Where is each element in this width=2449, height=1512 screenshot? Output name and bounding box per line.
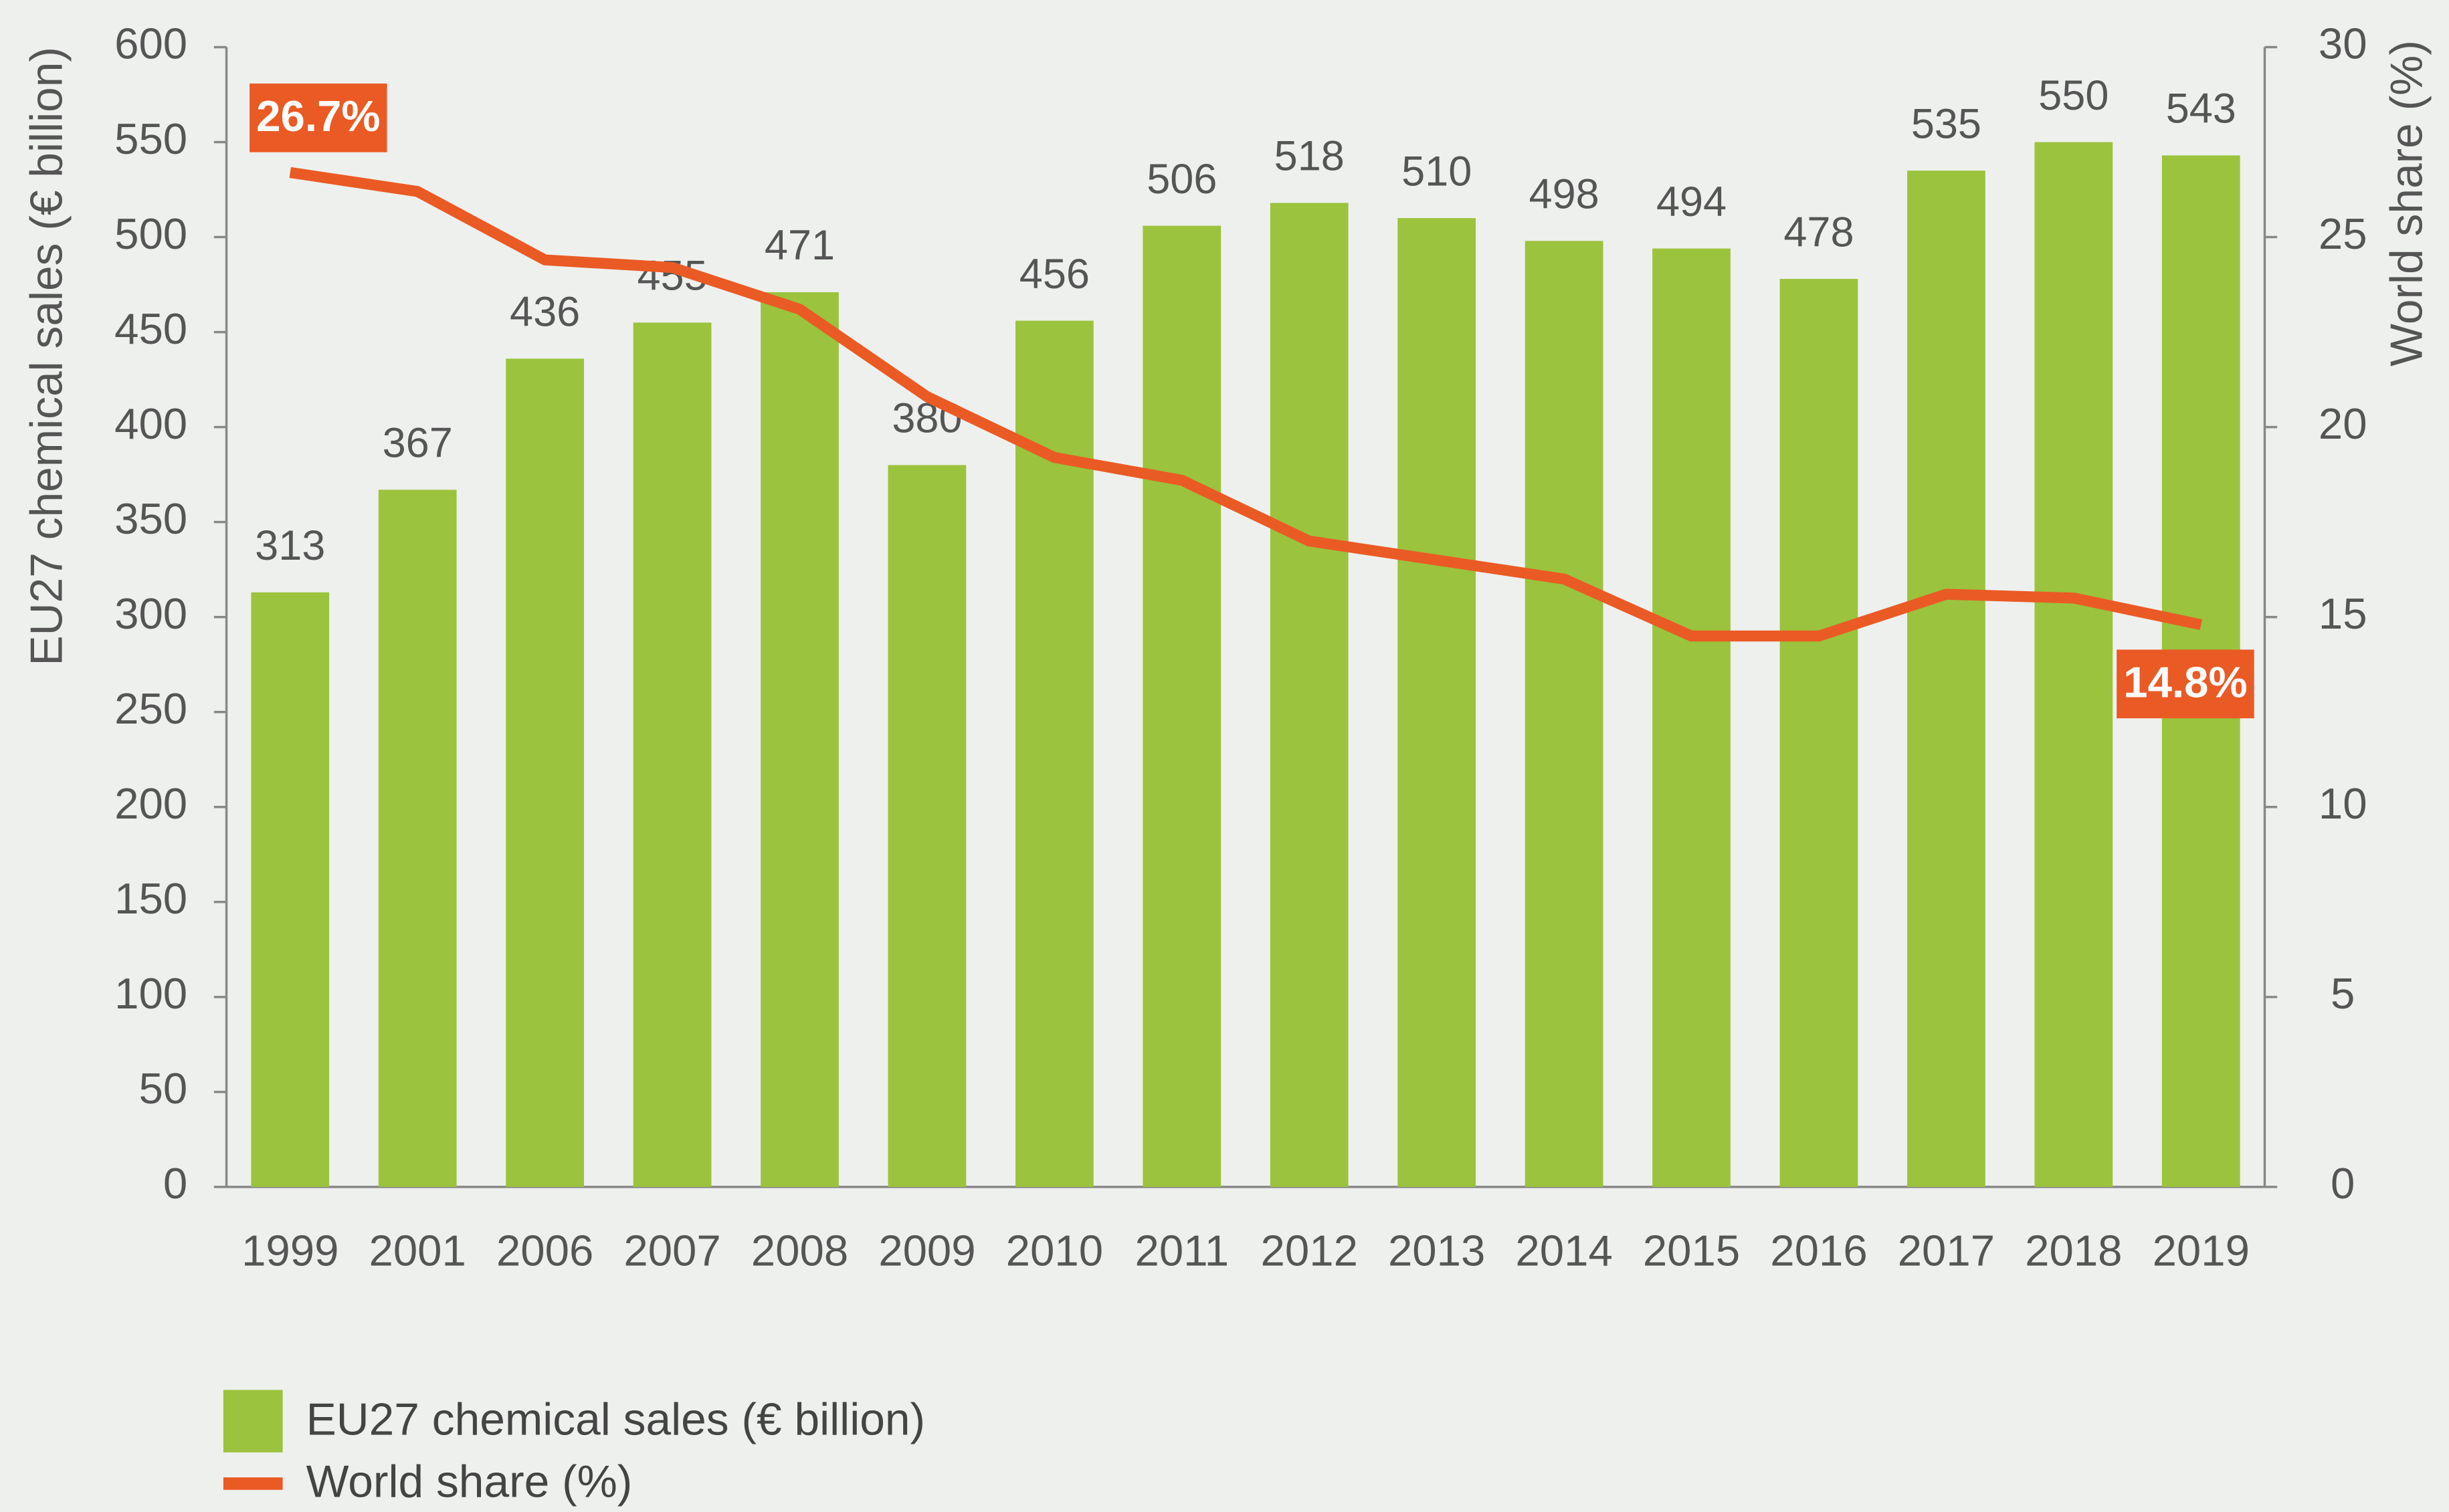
y2-axis-title: World share (%) bbox=[2382, 40, 2432, 366]
y2-tick-label: 30 bbox=[2319, 19, 2367, 68]
y-tick-label: 50 bbox=[138, 1064, 187, 1113]
bar-value-label: 436 bbox=[510, 289, 580, 336]
bar bbox=[1397, 218, 1476, 1187]
legend-swatch bbox=[223, 1390, 283, 1452]
y2-tick-label: 5 bbox=[2331, 969, 2355, 1018]
bar-value-label: 494 bbox=[1656, 179, 1727, 225]
bar-value-label: 550 bbox=[2038, 72, 2109, 119]
y-tick-label: 500 bbox=[114, 209, 187, 258]
bar-value-label: 478 bbox=[1783, 209, 1854, 255]
legend-label: World share (%) bbox=[306, 1457, 633, 1507]
x-tick-label: 2011 bbox=[1135, 1226, 1230, 1275]
x-tick-label: 2016 bbox=[1770, 1226, 1867, 1275]
bar bbox=[888, 465, 967, 1187]
y2-tick-label: 10 bbox=[2319, 779, 2367, 828]
y-tick-label: 600 bbox=[114, 19, 187, 68]
line bbox=[289, 167, 2202, 642]
x-tick-label: 2007 bbox=[623, 1226, 720, 1275]
bar bbox=[761, 292, 839, 1187]
y-tick-label: 150 bbox=[114, 874, 187, 923]
y-tick-label: 450 bbox=[114, 304, 187, 353]
bar bbox=[2034, 142, 2113, 1187]
annotation-box bbox=[250, 83, 387, 152]
bar bbox=[1779, 279, 1858, 1187]
bar-value-label: 510 bbox=[1401, 148, 1472, 195]
x-tick-label: 1999 bbox=[241, 1226, 338, 1275]
annotation: 14.8% bbox=[2123, 657, 2247, 706]
x-tick-label: 2010 bbox=[1006, 1226, 1103, 1275]
x-tick-label: 2009 bbox=[878, 1226, 975, 1275]
x-tick-label: 2008 bbox=[751, 1226, 848, 1275]
y-tick-label: 250 bbox=[114, 684, 187, 733]
bar-value-label: 535 bbox=[1911, 100, 1981, 147]
bar bbox=[251, 592, 330, 1187]
bar bbox=[506, 358, 585, 1187]
y-tick-label: 200 bbox=[114, 779, 187, 828]
bar bbox=[633, 322, 712, 1187]
x-tick-label: 2019 bbox=[2153, 1226, 2250, 1275]
bar-value-label: 518 bbox=[1274, 133, 1345, 180]
bar bbox=[1907, 171, 1985, 1187]
bar bbox=[1525, 241, 1603, 1187]
bar-value-label: 456 bbox=[1019, 251, 1090, 298]
bar-value-label: 498 bbox=[1529, 171, 1599, 218]
x-tick-label: 2013 bbox=[1388, 1226, 1485, 1275]
bar bbox=[1652, 248, 1731, 1187]
x-tick-label: 2006 bbox=[496, 1226, 593, 1275]
annotation-box bbox=[2117, 649, 2254, 719]
x-tick-label: 2015 bbox=[1643, 1226, 1740, 1275]
y-axis-title: EU27 chemical sales (€ billion) bbox=[22, 47, 72, 665]
annotation: 26.7% bbox=[256, 92, 380, 140]
bar bbox=[378, 490, 457, 1187]
x-tick-label: 2012 bbox=[1261, 1226, 1358, 1275]
x-tick-label: 2017 bbox=[1898, 1226, 1995, 1275]
y-tick-label: 100 bbox=[114, 969, 187, 1018]
y-tick-label: 300 bbox=[114, 589, 187, 638]
y2-tick-label: 15 bbox=[2319, 589, 2367, 638]
legend-label: EU27 chemical sales (€ billion) bbox=[306, 1394, 925, 1444]
y-tick-label: 350 bbox=[114, 494, 187, 543]
x-tick-label: 2014 bbox=[1515, 1226, 1612, 1275]
y2-tick-label: 0 bbox=[2331, 1159, 2355, 1208]
bar bbox=[1015, 320, 1094, 1187]
bar bbox=[1270, 203, 1349, 1187]
x-tick-label: 2018 bbox=[2025, 1226, 2122, 1275]
y-tick-label: 0 bbox=[163, 1159, 187, 1208]
bar bbox=[1143, 225, 1221, 1187]
y-tick-label: 550 bbox=[114, 114, 187, 163]
y2-tick-label: 20 bbox=[2319, 399, 2367, 448]
bar-value-label: 367 bbox=[383, 420, 453, 467]
bar-value-label: 543 bbox=[2166, 86, 2236, 132]
x-tick-label: 2001 bbox=[369, 1226, 466, 1275]
bar-value-label: 471 bbox=[765, 222, 835, 269]
y-tick-label: 400 bbox=[114, 399, 187, 448]
bar-value-label: 506 bbox=[1147, 156, 1217, 203]
bar-value-label: 313 bbox=[255, 522, 325, 569]
y2-tick-label: 25 bbox=[2319, 209, 2367, 258]
